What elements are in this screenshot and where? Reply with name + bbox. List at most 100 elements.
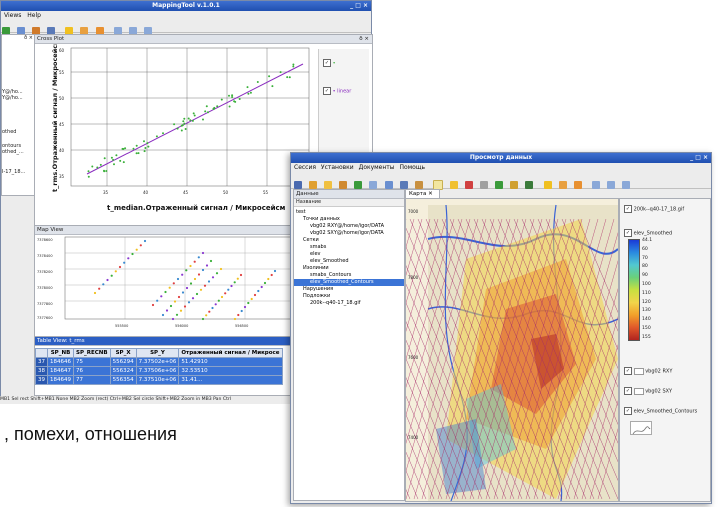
tree-item[interactable]: vbg02 RXY@/home/igor/DATA bbox=[310, 223, 384, 229]
chart-icon[interactable] bbox=[525, 180, 534, 189]
split-view-2-icon[interactable] bbox=[606, 180, 615, 189]
tree-item[interactable]: Подложки bbox=[303, 293, 331, 299]
left-item[interactable]: I-17_18... bbox=[2, 169, 26, 175]
layers-icon[interactable] bbox=[17, 26, 26, 35]
left-item[interactable]: ontours bbox=[2, 143, 22, 149]
layer-icon[interactable] bbox=[339, 180, 348, 189]
legend-checkbox[interactable]: ✓ bbox=[323, 59, 331, 67]
tree-item[interactable]: elev_Smoothed_Contours bbox=[294, 279, 404, 286]
table-header[interactable]: SP_Y bbox=[135, 348, 180, 358]
save-icon[interactable] bbox=[294, 180, 302, 189]
tree-item[interactable]: test bbox=[296, 209, 306, 215]
layer-checkbox[interactable]: ✓ bbox=[624, 205, 632, 213]
zoom-icon[interactable] bbox=[495, 180, 504, 189]
table-row[interactable]: 37 184646 75 556294 7.37502e+06 51.42910 bbox=[35, 357, 283, 367]
tree-item[interactable]: smabs_Contours bbox=[310, 272, 352, 278]
map-area[interactable]: 7000 7800 7600 7400 bbox=[405, 198, 619, 502]
tree-item[interactable]: Точки данных bbox=[303, 216, 340, 222]
table-row[interactable]: 39 184649 77 556354 7.37510e+06 31.41... bbox=[35, 375, 283, 385]
table-header[interactable]: SP_NB bbox=[47, 348, 74, 358]
tree-item[interactable]: Нарушения bbox=[303, 286, 334, 292]
tree-column-header[interactable]: Название bbox=[294, 199, 404, 207]
menu-documents[interactable]: Документы bbox=[358, 164, 395, 171]
tree-item[interactable]: 200k--q40-17_18.gif bbox=[310, 300, 361, 306]
table-header[interactable] bbox=[35, 348, 48, 358]
folder-icon[interactable] bbox=[558, 180, 567, 189]
tree-item[interactable]: Сетки bbox=[303, 237, 319, 243]
cross-plot-chart[interactable]: 60 55 50 45 40 35 35 40 45 50 55 t_rms.О… bbox=[35, 44, 315, 224]
mappingtool-titlebar: MappingTool v.1.0.1 _ □ × bbox=[1, 1, 371, 11]
open-icon[interactable] bbox=[309, 180, 318, 189]
map-view-chart[interactable]: 7378600 7378400 7378200 7378000 7377800 … bbox=[35, 235, 325, 335]
table-header[interactable]: SP_RECNB bbox=[73, 348, 111, 358]
y-tick: 35 bbox=[59, 174, 65, 179]
layer-checkbox[interactable]: ✓ bbox=[624, 229, 632, 237]
grid-icon[interactable] bbox=[369, 180, 378, 189]
lightning-icon[interactable] bbox=[65, 26, 74, 35]
window-controls[interactable]: _ □ × bbox=[350, 2, 368, 9]
layer-item[interactable]: ✓ vbg02 SXY bbox=[624, 387, 672, 395]
tab-close-icon[interactable]: ✕ bbox=[428, 191, 433, 197]
left-item[interactable]: othed_... bbox=[2, 149, 24, 155]
map-point bbox=[160, 295, 163, 298]
split-view-icon[interactable] bbox=[113, 26, 122, 35]
map-tab[interactable]: Карта ✕ bbox=[405, 189, 440, 198]
split-view-3-icon[interactable] bbox=[621, 180, 630, 189]
left-item[interactable]: Y@/ho... bbox=[2, 95, 23, 101]
scatter-point bbox=[216, 105, 219, 108]
cross-plot-close-icon[interactable]: ð × bbox=[359, 36, 369, 42]
pen-icon[interactable] bbox=[465, 180, 474, 189]
menu-views[interactable]: Views bbox=[4, 12, 22, 19]
split-view-3-icon[interactable] bbox=[143, 26, 152, 35]
page-icon[interactable] bbox=[414, 180, 423, 189]
layer-item[interactable]: ✓ vbg02 RXY bbox=[624, 367, 672, 375]
colorbar-label: 120 bbox=[642, 299, 651, 305]
map-canvas[interactable]: 7000 7800 7600 7400 bbox=[406, 199, 618, 501]
layer-checkbox[interactable]: ✓ bbox=[624, 387, 632, 395]
scatter-point bbox=[192, 112, 195, 115]
green-map-icon[interactable] bbox=[2, 26, 10, 35]
split-view-2-icon[interactable] bbox=[128, 26, 137, 35]
folder-icon[interactable] bbox=[80, 26, 89, 35]
left-item[interactable]: Y@/ho... bbox=[2, 89, 23, 95]
menu-help[interactable]: Помощь bbox=[399, 164, 426, 171]
menu-help[interactable]: Help bbox=[27, 12, 41, 19]
tree-item[interactable]: Изолинии bbox=[303, 265, 329, 271]
left-dock-close[interactable]: ð × bbox=[24, 35, 33, 41]
tree-item[interactable]: vbg02 SXY@/home/igor/DATA bbox=[310, 230, 384, 236]
map-point bbox=[201, 251, 205, 255]
tree-item[interactable]: smabs bbox=[310, 244, 327, 250]
tree-item[interactable]: elev_Smoothed bbox=[310, 258, 349, 264]
folder-open-icon[interactable] bbox=[95, 26, 104, 35]
polyline-icon[interactable] bbox=[480, 180, 489, 189]
table-header[interactable]: Отраженный сигнал / Микросе bbox=[178, 348, 283, 358]
table-icon[interactable] bbox=[47, 26, 56, 35]
table-header[interactable]: SP_X bbox=[109, 348, 137, 358]
map-icon[interactable] bbox=[354, 180, 363, 189]
layer-checkbox[interactable]: ✓ bbox=[624, 367, 632, 375]
colorbar-label: 100 bbox=[642, 281, 651, 287]
tree-item[interactable]: elev bbox=[310, 251, 321, 257]
layer-item[interactable]: ✓ elev_Smoothed_Contours bbox=[624, 407, 697, 415]
scatter-point bbox=[292, 63, 295, 66]
split-view-icon[interactable] bbox=[591, 180, 600, 189]
rotate-icon[interactable] bbox=[510, 180, 519, 189]
rect-icon[interactable] bbox=[449, 180, 458, 189]
layer-item[interactable]: ✓ elev_Smoothed bbox=[624, 229, 710, 237]
paint-icon[interactable] bbox=[32, 26, 41, 35]
layer-add-icon[interactable] bbox=[324, 180, 333, 189]
viewer-window-controls[interactable]: _ □ × bbox=[690, 154, 708, 161]
layer-item[interactable]: ✓ 200k--q40-17_18.gif bbox=[624, 205, 710, 213]
lightning-icon[interactable] bbox=[543, 180, 552, 189]
table-row[interactable]: 38 184647 76 556324 7.37506e+06 32.53510 bbox=[35, 366, 283, 376]
legend-checkbox[interactable]: ✓ bbox=[323, 87, 331, 95]
menu-session[interactable]: Сессия bbox=[294, 164, 316, 171]
scatter-point bbox=[121, 147, 124, 150]
table-icon[interactable] bbox=[384, 180, 393, 189]
left-item[interactable]: othed bbox=[2, 129, 17, 135]
view-icon[interactable] bbox=[399, 180, 408, 189]
menu-settings[interactable]: Установки bbox=[320, 164, 354, 171]
layer-checkbox[interactable]: ✓ bbox=[624, 407, 632, 415]
folder-open-icon[interactable] bbox=[573, 180, 582, 189]
select-icon[interactable] bbox=[432, 179, 443, 190]
